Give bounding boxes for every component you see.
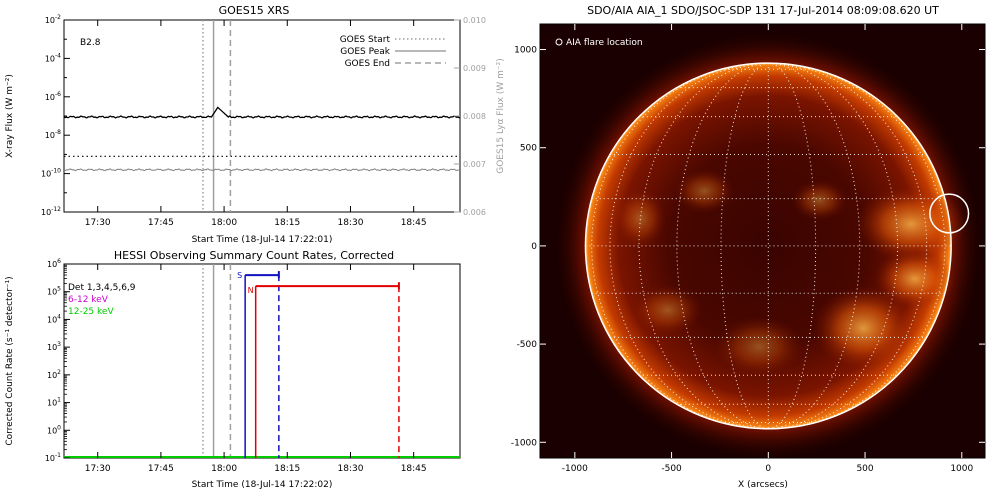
- aia-active-region: [791, 180, 848, 221]
- goes-ytick-label: 10-12: [41, 206, 61, 217]
- hessi-night-interval-label: N: [248, 286, 254, 295]
- hessi-xtick-label: 18:15: [274, 464, 300, 474]
- aia-active-region: [632, 284, 703, 335]
- aia-active-region: [874, 248, 955, 309]
- legend-goes-end: GOES End: [345, 59, 390, 69]
- goes-ytick-label: 10-6: [45, 91, 61, 102]
- goes-xtick-label: 18:15: [274, 218, 300, 228]
- legend-goes-start: GOES Start: [340, 35, 391, 45]
- aia-longitude-line: [720, 62, 769, 430]
- aia-ytick-label: 1000: [514, 46, 537, 56]
- goes-xtick-label: 17:30: [85, 218, 111, 228]
- hessi-x-ticks: 17:30 17:45 18:00 18:15 18:30 18:45: [85, 264, 427, 474]
- hessi-y-ticks: 106 105 104 103 102 101 100 10-1: [45, 258, 70, 463]
- aia-longitude-line: [768, 62, 817, 430]
- aia-longitude-line: [676, 62, 769, 430]
- hessi-ytick-label: 102: [47, 369, 61, 380]
- aia-active-region: [855, 185, 966, 262]
- hessi-ytick-label: 103: [47, 341, 61, 352]
- hessi-ytick-label: 104: [47, 313, 61, 324]
- goes-xtick-label: 17:45: [148, 218, 174, 228]
- aia-panel: SDO/AIA AIA_1 SDO/JSOC-SDP 131 17-Jul-20…: [511, 4, 986, 490]
- goes-ylabel: X-ray Flux (W m⁻²): [5, 74, 15, 158]
- goes-legend: GOES Start GOES Peak GOES End: [340, 35, 446, 69]
- goes-rtick-label: 0.010: [463, 16, 486, 25]
- hessi-ytick-label: 100: [47, 424, 61, 435]
- hessi-data-layer: SN: [64, 264, 460, 458]
- hessi-title: HESSI Observing Summary Count Rates, Cor…: [114, 249, 394, 262]
- aia-xtick-label: 1000: [950, 464, 973, 474]
- goes-rtick-label: 0.007: [463, 160, 486, 169]
- aia-longitude-line: [768, 62, 927, 430]
- aia-xtick-label: 500: [856, 464, 873, 474]
- goes-ylabel-right: GOES15 Lyα Flux (W m⁻²): [496, 58, 506, 174]
- hessi-ytick-label: 101: [47, 397, 61, 408]
- aia-ytick-label: 500: [520, 144, 537, 154]
- aia-longitude-line: [768, 62, 898, 430]
- hessi-xtick-label: 17:45: [148, 464, 174, 474]
- hessi-saa-interval-label: S: [237, 271, 242, 280]
- goes-xlabel: Start Time (18-Jul-14 17:22:01): [192, 235, 333, 245]
- aia-ticks: -1000 -500 0 500 1000 1000 500 0 -500 -1000: [511, 24, 985, 474]
- goes-rtick-label: 0.006: [463, 208, 486, 217]
- aia-longitude-line: [609, 62, 769, 430]
- hessi-xlabel: Start Time (18-Jul-14 17:22:02): [192, 480, 333, 490]
- hessi-ytick-label: 105: [47, 286, 61, 297]
- aia-plot-frame: [539, 23, 986, 459]
- goes-rtick-label: 0.008: [463, 112, 486, 121]
- aia-limb: [584, 62, 952, 430]
- hessi-xtick-label: 18:00: [211, 464, 237, 474]
- aia-solar-disk: [552, 30, 984, 458]
- goes-panel: GOES15 XRS 10-12 10-10 10-8 10-6 10-4 10-2 17…: [5, 4, 506, 245]
- aia-xtick-label: -1000: [562, 464, 588, 474]
- hessi-panel: HESSI Observing Summary Count Rates, Cor…: [5, 249, 461, 490]
- goes-title: GOES15 XRS: [219, 4, 290, 17]
- aia-ytick-label: -500: [517, 340, 538, 350]
- goes-x-ticks: 17:30 17:45 18:00 18:15 18:30 18:45: [85, 20, 427, 228]
- aia-xtick-label: 0: [765, 464, 771, 474]
- aia-title: SDO/AIA AIA_1 SDO/JSOC-SDP 131 17-Jul-20…: [587, 4, 939, 17]
- goes-rtick-label: 0.009: [463, 64, 486, 73]
- legend-6-12kev: 6-12 keV: [68, 295, 109, 305]
- goes-ytick-label: 10-10: [41, 168, 61, 179]
- aia-active-region: [714, 316, 805, 377]
- aia-active-region: [674, 169, 735, 214]
- aia-xtick-label: -500: [661, 464, 682, 474]
- hessi-legend: Det 1,3,4,5,6,9 6-12 keV 12-25 keV: [68, 283, 136, 317]
- goes-xtick-label: 18:30: [337, 218, 363, 228]
- goes-y-ticks: 10-12 10-10 10-8 10-6 10-4 10-2: [41, 14, 70, 217]
- aia-ytick-label: -1000: [511, 438, 537, 448]
- goes-data-layer: [63, 20, 461, 212]
- goes-ytick-label: 10-2: [45, 14, 61, 25]
- hessi-xtick-label: 18:30: [337, 464, 363, 474]
- legend-det: Det 1,3,4,5,6,9: [68, 283, 136, 293]
- aia-xlabel: X (arcsecs): [738, 480, 788, 490]
- aia-legend: AIA flare location: [566, 38, 643, 48]
- hessi-xtick-label: 18:45: [401, 464, 427, 474]
- goes-right-ticks: 0.010 0.009 0.008 0.007 0.006: [454, 16, 486, 217]
- goes-ytick-label: 10-4: [45, 52, 61, 63]
- goes-xtick-label: 18:00: [211, 218, 237, 228]
- aia-longitude-line: [638, 62, 769, 430]
- aia-active-region: [614, 188, 667, 249]
- goes-lya-flux-line: [63, 168, 460, 172]
- legend-12-25kev: 12-25 keV: [68, 307, 114, 317]
- legend-goes-peak: GOES Peak: [340, 47, 390, 57]
- goes-xray-flux-line: [63, 106, 461, 119]
- aia-legend-symbol: [555, 38, 563, 46]
- goes-class-label: B2.8: [80, 38, 101, 48]
- aia-active-region: [813, 286, 914, 371]
- aia-longitude-line: [768, 62, 861, 430]
- hessi-ytick-label: 106: [47, 258, 61, 269]
- hessi-xtick-label: 17:30: [85, 464, 111, 474]
- goes-xtick-label: 18:45: [401, 218, 427, 228]
- hessi-ylabel: Corrected Count Rate (s⁻¹ detector⁻¹): [5, 276, 15, 445]
- aia-flare-location-marker: [929, 193, 970, 234]
- goes-ytick-label: 10-8: [45, 129, 61, 140]
- aia-ytick-label: 0: [531, 242, 537, 252]
- hessi-ytick-label: 10-1: [45, 452, 61, 463]
